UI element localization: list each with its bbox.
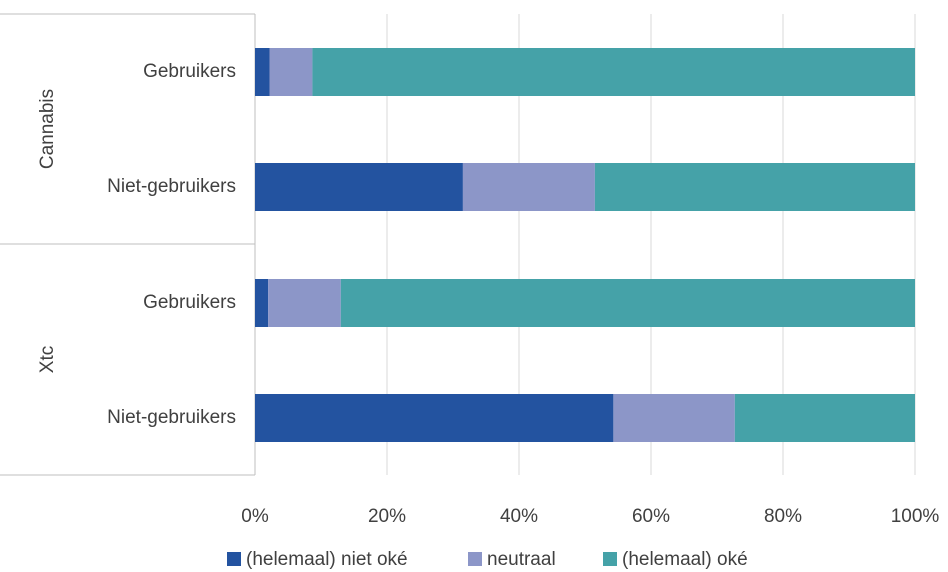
legend-swatch — [468, 552, 482, 566]
bar-segment-3 — [312, 48, 915, 96]
x-tick-labels: 0% 20% 40% 60% 80% 100% — [241, 506, 939, 527]
category-label: Gebruikers — [143, 61, 236, 82]
x-tick-label: 40% — [500, 506, 538, 527]
bar-segment-1 — [255, 163, 463, 211]
bar-segment-2 — [462, 163, 595, 211]
category-axis-frame — [0, 13, 256, 476]
x-tick-label: 100% — [891, 506, 940, 527]
category-label: Niet-gebruikers — [107, 176, 236, 197]
group-label: Cannabis — [37, 89, 58, 169]
x-tick-label: 60% — [632, 506, 670, 527]
bar-segment-2 — [613, 394, 735, 442]
bar-segment-1 — [255, 394, 614, 442]
bar-segment-3 — [340, 279, 915, 327]
bar-segment-1 — [255, 279, 269, 327]
legend-label: (helemaal) niet oké — [246, 549, 408, 570]
legend-swatch — [227, 552, 241, 566]
legend-label: neutraal — [487, 549, 556, 570]
x-tick-label: 0% — [241, 506, 269, 527]
category-labels: Gebruikers Niet-gebruikers Gebruikers Niet-… — [107, 61, 236, 428]
x-tick-label: 80% — [764, 506, 802, 527]
bar-segment-2 — [269, 48, 313, 96]
category-label: Gebruikers — [143, 292, 236, 313]
legend-swatch — [603, 552, 617, 566]
bar-segments — [255, 48, 915, 442]
bar-segment-2 — [268, 279, 341, 327]
x-tick-label: 20% — [368, 506, 406, 527]
legend: (helemaal) niet oké neutraal (helemaal) ok… — [227, 549, 748, 570]
bar-segment-1 — [255, 48, 270, 96]
group-label: Xtc — [37, 346, 58, 373]
bar-segment-3 — [594, 163, 915, 211]
legend-label: (helemaal) oké — [622, 549, 748, 570]
group-labels: Cannabis Xtc — [37, 89, 58, 373]
category-label: Niet-gebruikers — [107, 407, 236, 428]
bar-segment-3 — [734, 394, 915, 442]
